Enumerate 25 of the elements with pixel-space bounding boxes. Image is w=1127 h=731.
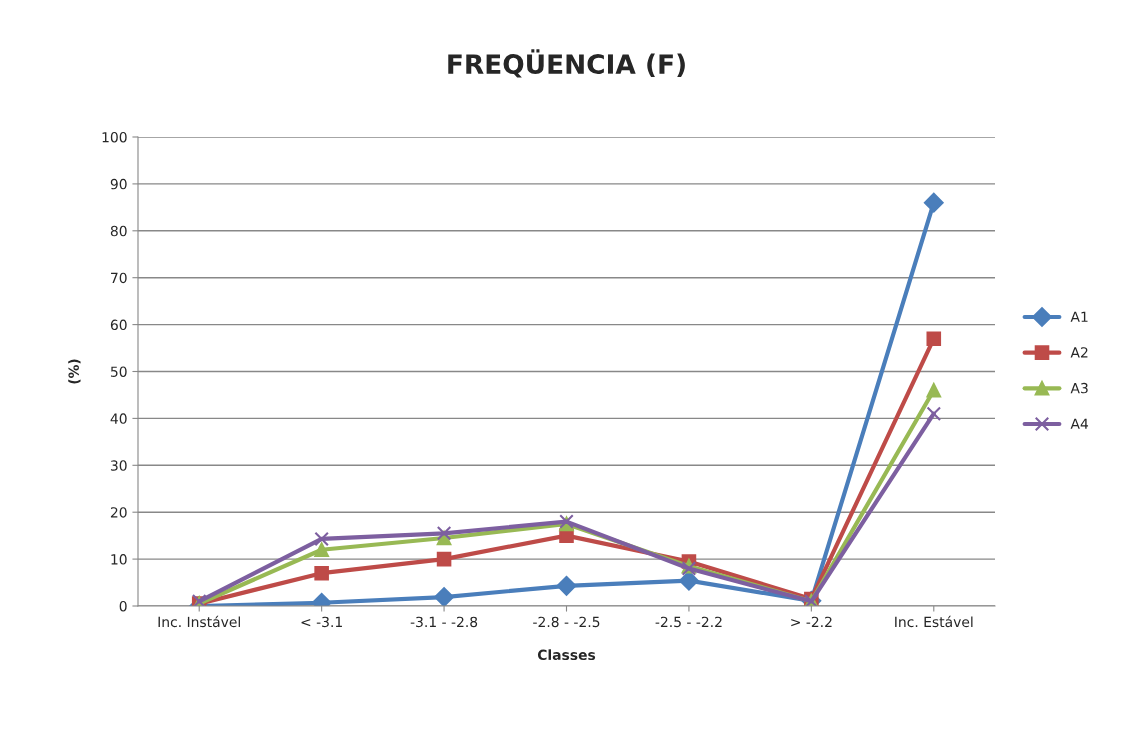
y-axis-title: (%) [68,359,81,384]
y-tick-label: 20 [110,507,127,518]
x-tick-label: Inc. Instável [158,615,240,628]
y-tick-label: 70 [111,272,127,284]
x-tick-label: -3.1 - -2.8 [410,616,478,628]
x-tick-label: -2.8 - -2.5 [533,616,600,628]
y-tick-label: 40 [110,413,127,424]
y-tick-label: 100 [102,131,127,143]
legend-label: A2 [1070,347,1088,358]
x-tick-label: Inc. Estável [895,615,973,628]
legend-label: A1 [1070,311,1088,322]
x-tick-label: -2.5 - -2.2 [655,616,722,628]
y-tick-label: 60 [110,319,127,331]
x-axis-title: Classes [537,649,596,661]
chart-title: FREQÜENCIA (F) [448,49,685,78]
legend-label: A3 [1070,382,1088,394]
x-tick-label: < -3.1 [301,616,342,628]
y-tick-label: 50 [110,366,127,377]
y-tick-label: 80 [110,225,127,237]
legend-label: A4 [1070,418,1089,429]
y-tick-label: 0 [119,600,127,612]
y-tick-label: 30 [110,460,127,471]
y-tick-label: 10 [111,554,127,565]
x-tick-label: > -2.2 [791,616,832,627]
y-tick-label: 90 [110,178,127,190]
